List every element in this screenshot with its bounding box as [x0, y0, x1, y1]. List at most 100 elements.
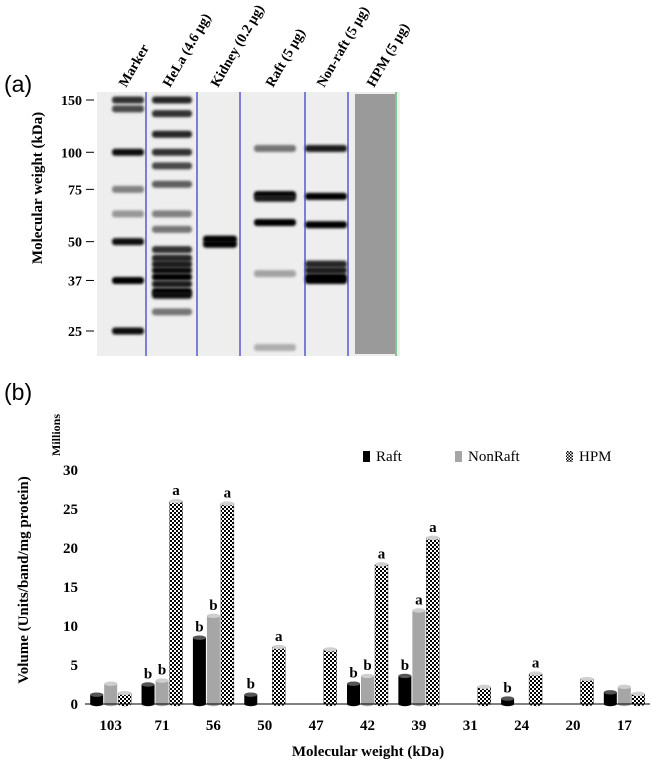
bar-top — [501, 696, 515, 701]
blot-band — [112, 276, 144, 284]
significance-label: b — [144, 667, 152, 683]
bar-top — [323, 647, 337, 652]
significance-label: b — [363, 658, 371, 674]
bar — [90, 694, 104, 704]
blot-band — [305, 266, 347, 274]
lane-label: HPM (5 μg) — [364, 21, 413, 90]
volume-bar-chart: (b) Millions Volume (Units/band/mg prote… — [4, 379, 650, 760]
bar — [347, 683, 360, 704]
significance-label: a — [275, 629, 283, 645]
y-tick-label: 10 — [63, 619, 78, 635]
bar-top — [361, 673, 374, 679]
significance-label: a — [532, 656, 540, 672]
bar — [206, 615, 220, 704]
bar — [374, 564, 389, 705]
bar — [323, 649, 337, 705]
blot-band — [203, 240, 237, 248]
blot-band — [112, 327, 144, 335]
blot-band — [254, 194, 296, 202]
bar-top — [426, 535, 440, 541]
blot-band — [152, 96, 192, 104]
lane-label: Non-raft (5 μg) — [314, 4, 372, 90]
blot-band — [112, 238, 144, 246]
blot-band — [112, 105, 144, 113]
blot-band — [254, 270, 296, 278]
blot-band — [305, 276, 347, 284]
bar-top — [347, 681, 360, 686]
legend-label: HPM — [579, 449, 612, 465]
bar — [192, 637, 206, 704]
y-tick-label: 5 — [71, 658, 79, 674]
mw-tick-label: 25 — [68, 325, 82, 340]
y-tick-label: 30 — [63, 463, 78, 479]
blot-band — [112, 148, 144, 156]
significance-label: a — [172, 483, 180, 499]
x-tick-label: 20 — [565, 718, 580, 734]
significance-label: a — [224, 486, 232, 502]
blot-band — [152, 130, 192, 138]
bar-top — [90, 692, 104, 697]
blot-band — [152, 266, 192, 274]
bar — [617, 686, 631, 704]
blot-band — [254, 144, 296, 152]
blot-band — [112, 185, 144, 193]
bar-top — [155, 678, 169, 683]
x-tick-label: 56 — [206, 718, 222, 734]
bar-top — [244, 692, 258, 697]
x-tick-label: 50 — [257, 718, 272, 734]
bar-top — [206, 613, 220, 619]
blot-band — [152, 291, 192, 299]
mw-tick-label: 150 — [61, 94, 82, 109]
significance-label: b — [349, 666, 357, 682]
blot-band — [152, 110, 192, 118]
significance-label: b — [209, 598, 217, 614]
y-tick-label: 0 — [71, 697, 79, 713]
blot-band — [305, 192, 347, 200]
x-tick-label: 39 — [411, 718, 426, 734]
bar — [477, 686, 491, 705]
x-tick-label: 24 — [514, 718, 530, 734]
legend: Raft NonRaft HPM — [363, 449, 612, 465]
mw-tick-label: 75 — [68, 183, 82, 198]
legend-swatch — [455, 451, 462, 462]
blot-band — [152, 280, 192, 288]
bar — [361, 675, 374, 704]
mw-tick-label: 50 — [68, 236, 82, 251]
bar-top — [375, 562, 388, 567]
bar-top — [141, 682, 155, 687]
bar — [501, 698, 515, 704]
blot-band — [152, 254, 192, 262]
y-ticks: 0 5 10 15 20 25 30 — [63, 463, 78, 713]
significance-label: b — [195, 620, 203, 636]
blot-band — [254, 343, 296, 351]
panel-a-label: (a) — [4, 71, 32, 97]
blot-band — [305, 221, 347, 229]
x-ticks: 103 71 56 50 47 42 39 31 24 20 17 — [99, 718, 632, 734]
y-tick-label: 15 — [63, 580, 78, 596]
x-tick-label: 17 — [617, 718, 633, 734]
bar — [155, 680, 169, 704]
bar — [528, 673, 543, 705]
lane-label: HeLa (4.6 μg) — [160, 11, 214, 90]
bar-top — [603, 690, 617, 695]
bar — [398, 675, 412, 704]
x-tick-label: 42 — [360, 718, 375, 734]
blot-band — [152, 308, 192, 316]
blot-band — [254, 219, 296, 227]
blot-band — [305, 144, 347, 152]
bar — [580, 678, 594, 705]
bar — [272, 646, 286, 705]
lane-label: Kidney (0.2 μg) — [208, 2, 267, 90]
blot-band — [152, 260, 192, 268]
y-unit-label: Millions — [49, 414, 63, 456]
lane-label: Marker — [116, 42, 152, 90]
bar-top — [477, 684, 491, 690]
blot-bands — [112, 96, 347, 351]
bar-top — [118, 690, 132, 696]
x-tick-label: 71 — [155, 718, 170, 734]
hpm-lane-smear — [355, 94, 395, 354]
bar-top — [580, 676, 594, 682]
blot-band — [152, 180, 192, 188]
legend-label: Raft — [376, 449, 403, 465]
